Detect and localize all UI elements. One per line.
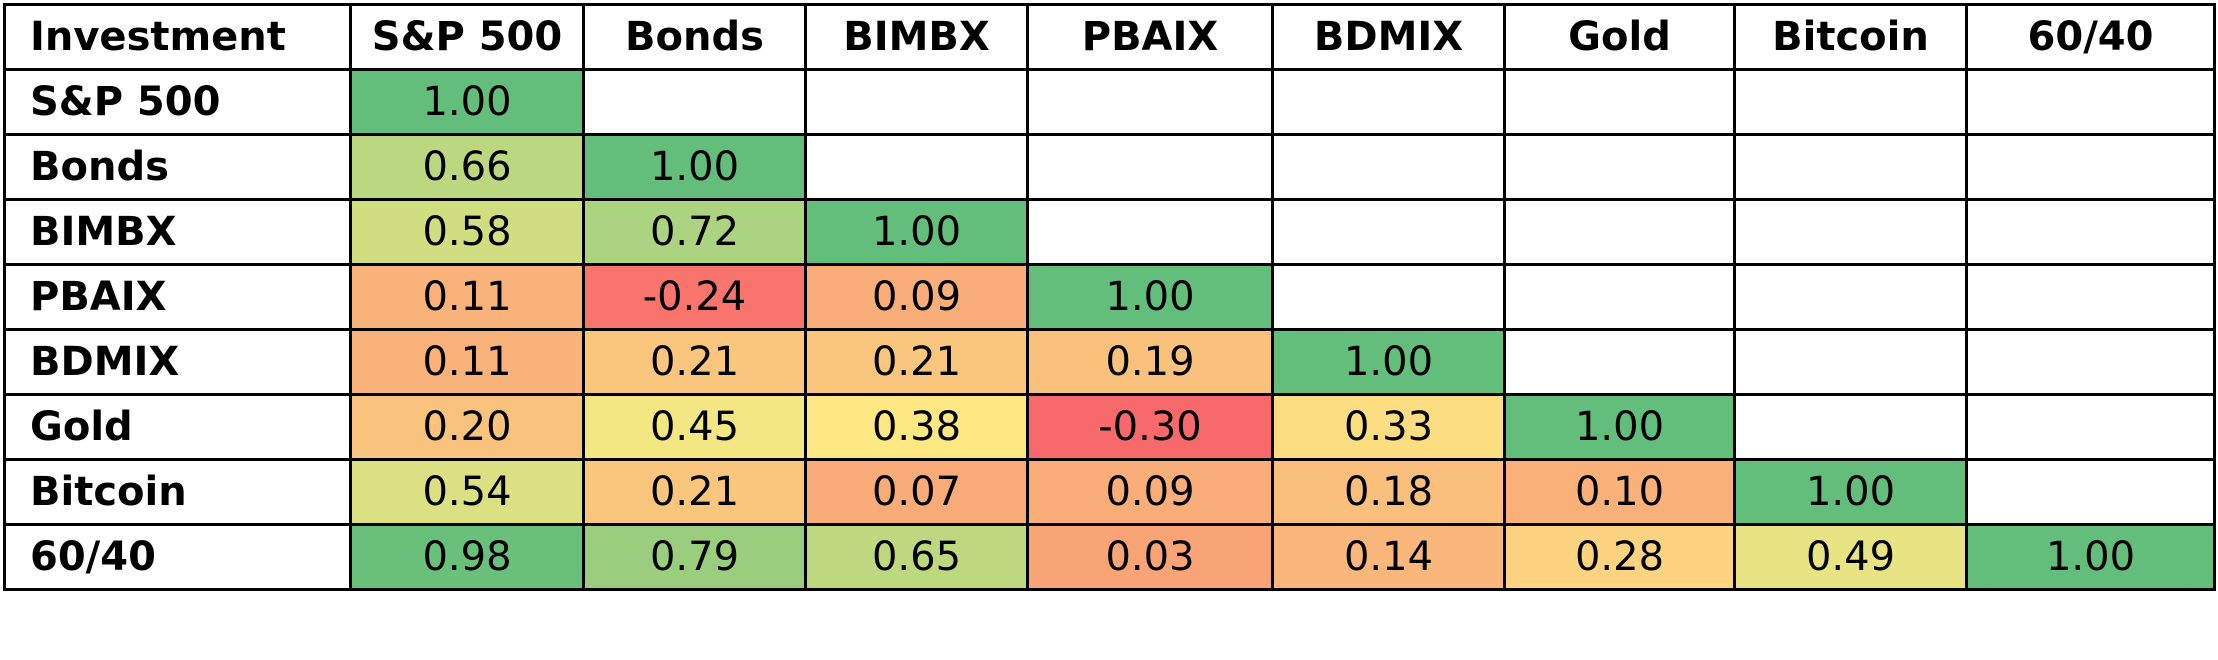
row-label: S&P 500 [3, 68, 352, 136]
empty-cell [1965, 198, 2216, 266]
empty-cell [1026, 198, 1274, 266]
matrix-row: BDMIX 0.11 0.21 0.21 0.19 1.00 [3, 328, 2216, 396]
column-header: Bonds [582, 3, 807, 71]
empty-cell [1503, 328, 1736, 396]
correlation-cell: 0.79 [582, 523, 807, 591]
row-label: BIMBX [3, 198, 352, 266]
row-label: BDMIX [3, 328, 352, 396]
empty-cell [1965, 68, 2216, 136]
matrix-row: Bonds 0.66 1.00 [3, 133, 2216, 201]
empty-cell [1503, 198, 1736, 266]
matrix-row: BIMBX 0.58 0.72 1.00 [3, 198, 2216, 266]
correlation-cell: 0.49 [1733, 523, 1968, 591]
correlation-cell: 0.09 [804, 263, 1029, 331]
column-header: Bitcoin [1733, 3, 1968, 71]
row-label: PBAIX [3, 263, 352, 331]
correlation-cell: 0.07 [804, 458, 1029, 526]
correlation-cell: 0.58 [349, 198, 585, 266]
empty-cell [1271, 263, 1506, 331]
row-label: Bitcoin [3, 458, 352, 526]
correlation-matrix: Investment S&P 500 Bonds BIMBX PBAIX BDMIX Go… [3, 3, 2216, 591]
correlation-cell: 0.21 [804, 328, 1029, 396]
correlation-cell: 0.72 [582, 198, 807, 266]
correlation-cell: 1.00 [1026, 263, 1274, 331]
correlation-cell: 0.38 [804, 393, 1029, 461]
correlation-cell: 0.45 [582, 393, 807, 461]
header-row: Investment S&P 500 Bonds BIMBX PBAIX BDMIX Go… [3, 3, 2216, 71]
empty-cell [1271, 198, 1506, 266]
empty-cell [804, 133, 1029, 201]
empty-cell [1733, 68, 1968, 136]
correlation-cell: 1.00 [349, 68, 585, 136]
correlation-cell: 0.65 [804, 523, 1029, 591]
matrix-row: Gold 0.20 0.45 0.38 -0.30 0.33 1.00 [3, 393, 2216, 461]
correlation-cell: 1.00 [1503, 393, 1736, 461]
empty-cell [1733, 133, 1968, 201]
correlation-cell: 0.19 [1026, 328, 1274, 396]
correlation-cell: 0.54 [349, 458, 585, 526]
empty-cell [1965, 328, 2216, 396]
empty-cell [1026, 133, 1274, 201]
correlation-cell: 0.11 [349, 328, 585, 396]
correlation-cell: 1.00 [582, 133, 807, 201]
matrix-row: S&P 500 1.00 [3, 68, 2216, 136]
correlation-cell: 0.09 [1026, 458, 1274, 526]
empty-cell [1503, 133, 1736, 201]
column-header: S&P 500 [349, 3, 585, 71]
matrix-header: Investment S&P 500 Bonds BIMBX PBAIX BDMIX Go… [3, 3, 2216, 71]
correlation-cell: 0.28 [1503, 523, 1736, 591]
empty-cell [1965, 458, 2216, 526]
empty-cell [1965, 393, 2216, 461]
empty-cell [1271, 133, 1506, 201]
correlation-cell: 0.21 [582, 328, 807, 396]
correlation-cell: -0.24 [582, 263, 807, 331]
empty-cell [804, 68, 1029, 136]
correlation-cell: 0.18 [1271, 458, 1506, 526]
column-header: BIMBX [804, 3, 1029, 71]
correlation-cell: 0.66 [349, 133, 585, 201]
row-label: 60/40 [3, 523, 352, 591]
matrix-row: PBAIX 0.11 -0.24 0.09 1.00 [3, 263, 2216, 331]
correlation-cell: 1.00 [1271, 328, 1506, 396]
matrix-body: S&P 500 1.00 Bonds 0.66 1.00 BIMBX 0.58 0.72 1.0… [3, 68, 2216, 591]
row-label: Gold [3, 393, 352, 461]
empty-cell [582, 68, 807, 136]
column-header: 60/40 [1965, 3, 2216, 71]
empty-cell [1965, 133, 2216, 201]
empty-cell [1503, 68, 1736, 136]
correlation-cell: 0.10 [1503, 458, 1736, 526]
empty-cell [1733, 263, 1968, 331]
empty-cell [1733, 198, 1968, 266]
correlation-cell: 1.00 [804, 198, 1029, 266]
correlation-cell: 0.98 [349, 523, 585, 591]
correlation-cell: 0.14 [1271, 523, 1506, 591]
column-header: Gold [1503, 3, 1736, 71]
empty-cell [1503, 263, 1736, 331]
correlation-cell: 0.33 [1271, 393, 1506, 461]
empty-cell [1026, 68, 1274, 136]
correlation-cell: 0.03 [1026, 523, 1274, 591]
matrix-row: Bitcoin 0.54 0.21 0.07 0.09 0.18 0.10 1.00 [3, 458, 2216, 526]
column-header: PBAIX [1026, 3, 1274, 71]
correlation-cell: 0.20 [349, 393, 585, 461]
row-label: Bonds [3, 133, 352, 201]
correlation-cell: 1.00 [1733, 458, 1968, 526]
empty-cell [1271, 68, 1506, 136]
correlation-cell: 0.11 [349, 263, 585, 331]
correlation-cell: 0.21 [582, 458, 807, 526]
column-header: BDMIX [1271, 3, 1506, 71]
empty-cell [1733, 393, 1968, 461]
empty-cell [1733, 328, 1968, 396]
correlation-cell: 1.00 [1965, 523, 2216, 591]
empty-cell [1965, 263, 2216, 331]
corner-label: Investment [3, 3, 352, 71]
correlation-cell: -0.30 [1026, 393, 1274, 461]
matrix-row: 60/40 0.98 0.79 0.65 0.03 0.14 0.28 0.49 1.00 [3, 523, 2216, 591]
